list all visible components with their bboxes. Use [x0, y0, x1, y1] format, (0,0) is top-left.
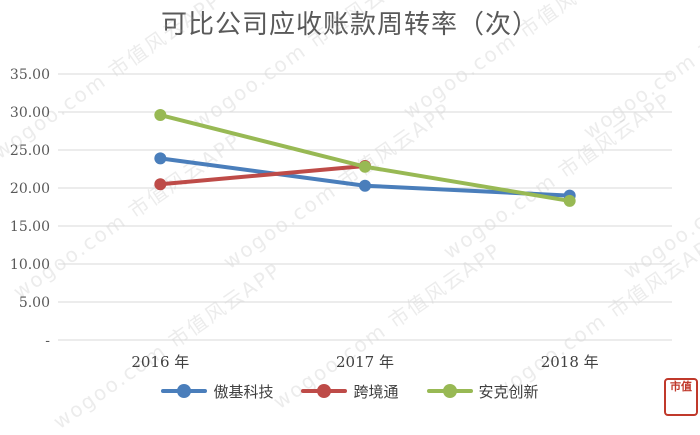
brand-logo-stamp: 市值 [664, 378, 698, 416]
data-point [563, 194, 576, 207]
legend-swatch [161, 384, 208, 398]
y-tick-label: - [45, 333, 50, 349]
legend-label: 安克创新 [478, 382, 539, 401]
chart-legend: 傲基科技 跨境通 安克创新 [0, 378, 700, 404]
legend-label: 傲基科技 [213, 382, 274, 401]
y-tick-label: 20.00 [10, 181, 50, 197]
logo-text: 市值 [670, 380, 692, 393]
x-tick-label: 2018 年 [541, 353, 599, 371]
data-point [359, 179, 371, 192]
y-tick-label: 25.00 [10, 143, 50, 159]
y-tick-label: 15.00 [10, 219, 50, 235]
legend-item: 傲基科技 [161, 381, 273, 402]
y-tick-label: 5.00 [19, 295, 50, 311]
data-point [359, 160, 371, 173]
x-tick-label: 2016 年 [131, 353, 189, 371]
x-tick-label: 2017 年 [336, 353, 394, 371]
legend-label: 跨境通 [353, 382, 399, 401]
series-line [158, 163, 367, 187]
legend-swatch [426, 384, 473, 398]
y-tick-label: 10.00 [10, 257, 50, 273]
legend-item: 安克创新 [426, 381, 539, 402]
data-point [154, 109, 167, 122]
legend-item: 跨境通 [301, 381, 399, 402]
data-point [154, 178, 167, 191]
data-point [154, 152, 167, 165]
y-tick-label: 30.00 [10, 105, 50, 121]
y-tick-label: 35.00 [10, 67, 50, 83]
chart-title: 可比公司应收账款周转率（次） [160, 10, 539, 40]
legend-swatch [301, 384, 348, 398]
line-chart: 35.00 30.00 25.00 20.00 15.00 10.00 5.00 - 2016 … [10, 67, 672, 371]
